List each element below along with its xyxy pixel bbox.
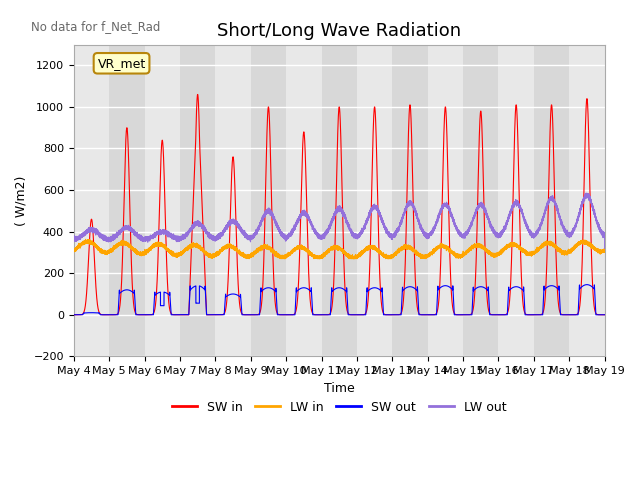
Bar xyxy=(357,45,392,356)
Bar xyxy=(392,45,428,356)
Bar xyxy=(499,45,534,356)
SW out xyxy=(483,287,491,293)
X-axis label: Time: Time xyxy=(324,382,355,395)
SW in xyxy=(469,308,477,314)
LW in xyxy=(601,249,609,254)
Bar xyxy=(215,45,251,356)
LW in xyxy=(98,248,106,254)
LW in xyxy=(497,251,504,256)
LW out xyxy=(601,245,609,251)
LW in xyxy=(469,245,477,251)
LW out xyxy=(98,235,106,240)
SW out xyxy=(409,284,417,290)
Line: LW out: LW out xyxy=(74,193,605,248)
SW in xyxy=(601,312,609,318)
SW out xyxy=(70,312,77,318)
SW out xyxy=(583,282,591,288)
LW out xyxy=(469,216,477,222)
Title: Short/Long Wave Radiation: Short/Long Wave Radiation xyxy=(217,22,461,40)
Bar xyxy=(321,45,357,356)
Bar xyxy=(74,45,109,356)
SW in xyxy=(497,312,504,318)
LW out xyxy=(582,190,590,196)
SW in xyxy=(194,92,202,97)
LW in xyxy=(409,247,417,253)
SW in xyxy=(176,312,184,318)
Text: No data for f_Net_Rad: No data for f_Net_Rad xyxy=(31,20,161,33)
SW in xyxy=(504,310,511,315)
LW in xyxy=(82,237,90,242)
Bar xyxy=(180,45,215,356)
Bar xyxy=(145,45,180,356)
Bar xyxy=(569,45,605,356)
LW out xyxy=(504,218,511,224)
LW out xyxy=(497,233,504,239)
Line: SW in: SW in xyxy=(74,95,605,315)
SW in xyxy=(98,312,106,317)
LW out xyxy=(409,202,417,208)
LW in xyxy=(483,249,491,255)
LW in xyxy=(504,243,511,249)
Line: SW out: SW out xyxy=(74,285,605,315)
Bar xyxy=(286,45,321,356)
SW in xyxy=(409,180,417,185)
Y-axis label: ( W/m2): ( W/m2) xyxy=(15,175,28,226)
LW in xyxy=(245,256,253,262)
LW out xyxy=(70,236,77,242)
LW out xyxy=(483,213,491,218)
Bar xyxy=(463,45,499,356)
SW in xyxy=(483,297,491,302)
SW out xyxy=(469,296,477,301)
Bar xyxy=(534,45,569,356)
SW in xyxy=(70,312,77,318)
SW out xyxy=(504,305,511,311)
Bar xyxy=(428,45,463,356)
SW out xyxy=(497,312,504,318)
LW in xyxy=(70,247,77,253)
SW out xyxy=(98,312,106,318)
SW out xyxy=(601,312,609,318)
Text: VR_met: VR_met xyxy=(97,57,146,70)
Bar xyxy=(109,45,145,356)
Line: LW in: LW in xyxy=(74,240,605,259)
Bar xyxy=(251,45,286,356)
Legend: SW in, LW in, SW out, LW out: SW in, LW in, SW out, LW out xyxy=(167,396,511,419)
